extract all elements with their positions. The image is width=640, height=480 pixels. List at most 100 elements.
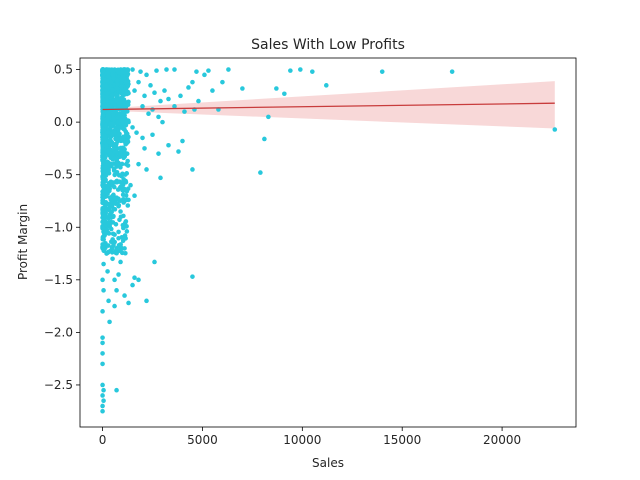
data-point [116,69,121,75]
data-point [108,203,114,209]
data-point [125,118,131,123]
data-point [324,83,329,88]
data-point [124,91,130,97]
data-point [100,182,105,188]
data-point [106,231,112,236]
plot-frame [79,57,577,428]
data-point [113,92,118,97]
data-point [142,93,147,99]
data-point [100,146,106,152]
data-point [106,298,111,304]
x-axis-ticks: 0 5000 10000 15000 20000 [99,427,521,447]
data-point [121,197,126,202]
data-point [310,69,315,74]
data-point [124,224,129,229]
data-point [114,288,119,293]
data-point [110,193,115,199]
data-point [114,149,119,154]
data-point [266,114,271,120]
data-point [100,351,105,356]
x-tick-label: 5000 [187,433,218,447]
data-point [118,152,123,157]
data-point [138,69,143,74]
data-point [109,132,114,137]
x-tick-label: 10000 [283,433,321,447]
y-tick-label: −0.5 [44,168,73,182]
data-point [100,112,106,118]
data-point [100,393,105,398]
data-point [116,272,121,277]
data-point [282,91,287,97]
x-axis-label: Sales [312,456,344,470]
data-point [100,335,105,340]
data-point [186,85,191,90]
data-point [111,112,116,117]
data-point [108,239,114,245]
data-point [123,80,129,85]
data-point [118,76,124,82]
data-point [107,319,112,325]
data-point [110,72,116,78]
data-point [220,79,225,85]
data-point [100,194,105,200]
x-tick-label: 20000 [483,433,521,447]
data-point [148,83,153,88]
data-point [107,121,113,127]
data-point [122,70,128,75]
chart-title: Sales With Low Profits [251,37,405,53]
data-point [123,250,128,256]
data-point [160,119,165,125]
data-point [190,274,195,279]
data-point [100,236,106,242]
data-point [101,261,106,267]
data-point [106,148,111,154]
data-point [111,242,116,248]
x-tick-label: 0 [99,433,107,447]
data-point [156,114,161,120]
y-tick-label: 0.0 [54,115,73,129]
data-point [117,131,122,137]
data-point [117,137,123,142]
data-point [101,398,106,404]
data-point [552,127,558,132]
data-point [109,142,115,148]
data-point [112,277,117,283]
data-point [119,103,125,109]
confidence-band-layer [102,81,555,129]
data-point [196,98,201,104]
data-point [105,118,110,123]
data-point [100,382,105,388]
data-point [120,192,126,198]
data-point [102,126,107,132]
data-point [140,104,145,109]
data-point [113,201,118,206]
data-point [101,174,107,180]
data-point [120,171,125,177]
data-point [112,97,118,103]
data-point [100,93,106,99]
data-point [262,136,267,142]
data-point [164,67,169,72]
data-point [240,86,245,91]
data-point [132,193,137,199]
data-point [102,231,107,236]
data-point [162,88,167,93]
data-point [100,69,106,74]
regression-line-layer [102,102,555,111]
data-point [134,130,139,135]
data-point [121,109,127,114]
data-point [106,139,111,145]
data-point [100,403,105,409]
data-point [105,105,111,110]
data-point [100,156,106,161]
data-point [108,209,114,215]
y-tick-label: −2.5 [44,378,73,392]
data-point [122,293,127,298]
data-point [100,225,105,231]
data-point [105,85,110,90]
data-point [178,93,183,99]
data-point [124,197,130,203]
data-point [106,109,111,115]
data-point [126,134,131,140]
data-point [210,88,215,93]
